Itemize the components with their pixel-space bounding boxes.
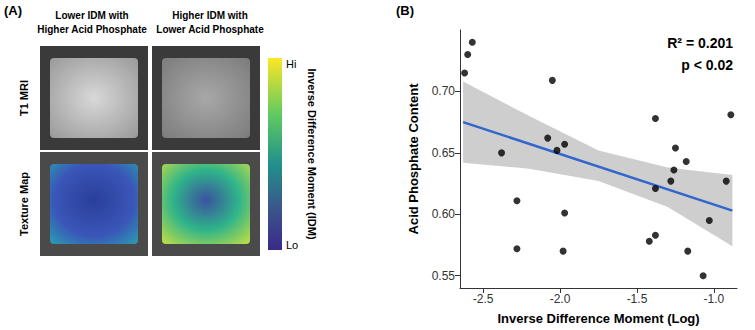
svg-text:Higher Acid Phosphate: Higher Acid Phosphate [37, 24, 147, 35]
svg-text:0.60: 0.60 [432, 207, 456, 221]
svg-text:Inverse Difference Moment (Log: Inverse Difference Moment (Log) [497, 311, 699, 326]
svg-text:Lo: Lo [286, 239, 298, 251]
svg-text:Acid Phosphate Content: Acid Phosphate Content [406, 83, 421, 235]
svg-text:-2.5: -2.5 [473, 292, 494, 306]
svg-text:0.65: 0.65 [432, 146, 456, 160]
svg-text:T1 MRI: T1 MRI [18, 80, 30, 116]
svg-text:-2.0: -2.0 [550, 292, 571, 306]
svg-text:R² = 0.201: R² = 0.201 [667, 35, 733, 51]
svg-text:Higher IDM with: Higher IDM with [172, 10, 248, 21]
svg-text:Lower Acid Phosphate: Lower Acid Phosphate [156, 24, 264, 35]
svg-text:p < 0.02: p < 0.02 [681, 57, 733, 73]
svg-text:Texture Map: Texture Map [18, 172, 30, 236]
svg-text:(A): (A) [4, 3, 22, 18]
svg-text:-1.0: -1.0 [704, 292, 725, 306]
svg-text:0.55: 0.55 [432, 269, 456, 283]
svg-text:0.70: 0.70 [432, 84, 456, 98]
svg-text:-1.5: -1.5 [627, 292, 648, 306]
svg-text:Lower IDM with: Lower IDM with [55, 10, 128, 21]
svg-text:(B): (B) [396, 3, 414, 18]
svg-text:Hi: Hi [286, 58, 296, 70]
svg-text:Inverse Difference Moment (IDM: Inverse Difference Moment (IDM) [306, 68, 318, 239]
